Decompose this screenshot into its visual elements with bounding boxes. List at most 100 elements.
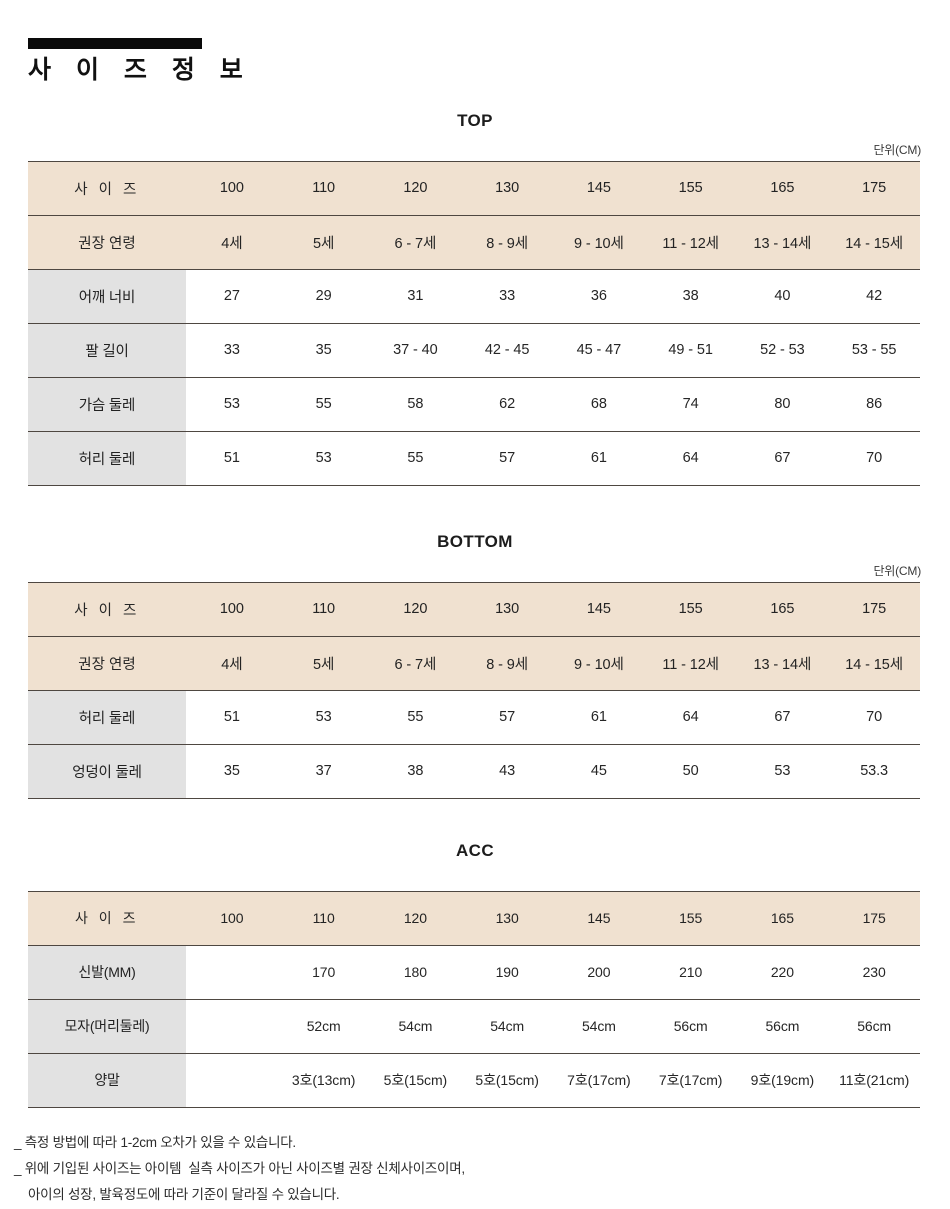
header-size-value: 110: [277, 160, 370, 216]
header-age-value: 8 - 9세: [461, 635, 553, 691]
table-cell: 56cm: [644, 998, 737, 1054]
table-row: 모자(머리둘레) 52cm 54cm 54cm 54cm 56cm 56cm 5…: [28, 998, 920, 1054]
table-cell: 52cm: [277, 998, 370, 1054]
header-size-value: 120: [369, 890, 462, 946]
header-age-value: 6 - 7세: [369, 635, 462, 691]
table-cell: 42: [828, 268, 920, 324]
table-cell: 51: [186, 689, 278, 745]
table-cell: 74: [644, 376, 737, 432]
row-label: 엉덩이 둘레: [28, 743, 186, 799]
unit-label-top: 단위(CM): [873, 142, 921, 157]
header-age-value: 4세: [186, 635, 278, 691]
table-cell: 49 - 51: [644, 322, 737, 378]
table-cell: 86: [828, 376, 920, 432]
table-cell: 3호(13cm): [277, 1052, 370, 1108]
header-size-value: 130: [461, 581, 553, 637]
table-cell: 80: [736, 376, 829, 432]
table-cell: 57: [461, 430, 553, 486]
table-cell: [186, 1052, 278, 1108]
table-cell: 53 - 55: [828, 322, 920, 378]
header-age-value: 14 - 15세: [828, 635, 920, 691]
table-cell: 33: [461, 268, 553, 324]
table-cell: 64: [644, 689, 737, 745]
table-row: 엉덩이 둘레 35 37 38 43 45 50 53 53.3: [28, 743, 920, 799]
header-size-value: 175: [828, 160, 920, 216]
header-size-value: 130: [461, 160, 553, 216]
header-size-value: 165: [736, 160, 829, 216]
table-row: 양말 3호(13cm) 5호(15cm) 5호(15cm) 7호(17cm) 7…: [28, 1052, 920, 1108]
row-label: 허리 둘레: [28, 689, 186, 745]
header-size-value: 165: [736, 581, 829, 637]
table-cell: 70: [828, 689, 920, 745]
table-cell: 230: [828, 944, 920, 1000]
header-age-value: 8 - 9세: [461, 214, 553, 270]
header-size-value: 175: [828, 890, 920, 946]
row-label: 모자(머리둘레): [28, 998, 186, 1054]
table-cell: 55: [369, 430, 462, 486]
table-cell: 55: [277, 376, 370, 432]
table-cell: 31: [369, 268, 462, 324]
table-cell: 9호(19cm): [736, 1052, 829, 1108]
table-row: 신발(MM) 170 180 190 200 210 220 230: [28, 944, 920, 1000]
header-size-value: 175: [828, 581, 920, 637]
header-size-value: 145: [553, 160, 645, 216]
table-cell: 64: [644, 430, 737, 486]
table-cell: 54cm: [461, 998, 553, 1054]
table-cell: 57: [461, 689, 553, 745]
header-age-value: 14 - 15세: [828, 214, 920, 270]
table-cell: 37: [277, 743, 370, 799]
page-header: 사 이 즈 정 보: [0, 0, 950, 85]
table-cell: 53: [736, 743, 829, 799]
header-size-value: 110: [277, 890, 370, 946]
header-size-value: 145: [553, 581, 645, 637]
table-cell: 45 - 47: [553, 322, 645, 378]
section-top: TOP 단위(CM) 사 이 즈 100 110 120 130 145 155…: [0, 111, 950, 486]
table-cell: 50: [644, 743, 737, 799]
table-row: 허리 둘레 51 53 55 57 61 64 67 70: [28, 430, 920, 486]
header-size-value: 120: [369, 581, 462, 637]
section-acc: ACC 사 이 즈 100 110 120 130 145 155 165 17…: [0, 841, 950, 1108]
size-table-top: 사 이 즈 100 110 120 130 145 155 165 175 권장…: [28, 160, 920, 486]
header-age-value: 5세: [277, 214, 370, 270]
table-cell: 5호(15cm): [369, 1052, 462, 1108]
header-age-label: 권장 연령: [28, 214, 186, 270]
table-cell: 54cm: [369, 998, 462, 1054]
header-size-label: 사 이 즈: [28, 581, 186, 637]
footnote-line: 아이의 성장, 발육정도에 따라 기준이 달라질 수 있습니다.: [28, 1187, 340, 1203]
header-size-value: 145: [553, 890, 645, 946]
header-age-value: 9 - 10세: [553, 635, 645, 691]
header-size-value: 155: [644, 160, 737, 216]
table-row: 허리 둘레 51 53 55 57 61 64 67 70: [28, 689, 920, 745]
row-label: 어깨 너비: [28, 268, 186, 324]
size-table-acc: 사 이 즈 100 110 120 130 145 155 165 175 신발…: [28, 890, 920, 1108]
table-cell: 27: [186, 268, 278, 324]
header-size-value: 130: [461, 890, 553, 946]
table-row-header-size: 사 이 즈 100 110 120 130 145 155 165 175: [28, 581, 920, 637]
table-cell: 54cm: [553, 998, 645, 1054]
table-cell: 45: [553, 743, 645, 799]
acc-spacer: [0, 871, 950, 887]
table-cell: 200: [553, 944, 645, 1000]
table-cell: 43: [461, 743, 553, 799]
footnote-line: _ 측정 방법에 따라 1-2cm 오차가 있을 수 있습니다.: [14, 1134, 296, 1150]
footnotes: _ 측정 방법에 따라 1-2cm 오차가 있을 수 있습니다. _ 위에 기입…: [14, 1130, 950, 1209]
header-age-value: 6 - 7세: [369, 214, 462, 270]
table-cell: 35: [186, 743, 278, 799]
header-size-value: 155: [644, 890, 737, 946]
unit-row-top: 단위(CM): [0, 141, 950, 157]
table-cell: 36: [553, 268, 645, 324]
table-row: 어깨 너비 27 29 31 33 36 38 40 42: [28, 268, 920, 324]
table-row-header-size: 사 이 즈 100 110 120 130 145 155 165 175: [28, 890, 920, 946]
header-age-value: 13 - 14세: [736, 214, 829, 270]
table-cell: 180: [369, 944, 462, 1000]
table-cell: [186, 944, 278, 1000]
header-size-value: 155: [644, 581, 737, 637]
table-cell: 7호(17cm): [553, 1052, 645, 1108]
table-cell: 190: [461, 944, 553, 1000]
table-cell: 67: [736, 689, 829, 745]
header-size-value: 110: [277, 581, 370, 637]
table-row-header-size: 사 이 즈 100 110 120 130 145 155 165 175: [28, 160, 920, 216]
header-age-value: 5세: [277, 635, 370, 691]
table-cell: 38: [644, 268, 737, 324]
section-title-acc: ACC: [455, 840, 495, 860]
